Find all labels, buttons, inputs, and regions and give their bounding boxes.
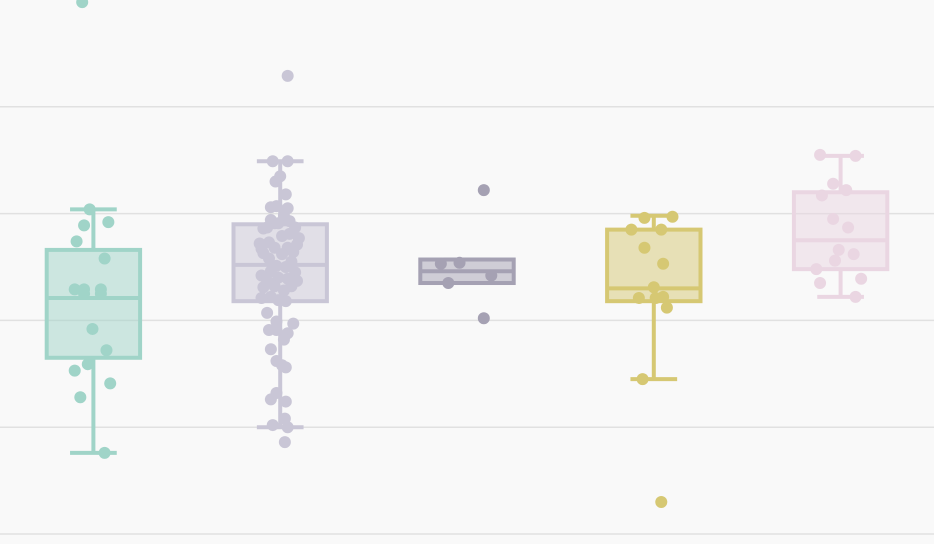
data-point — [255, 291, 268, 304]
data-point — [279, 188, 292, 201]
gridlines — [0, 106, 934, 535]
data-point — [261, 306, 274, 319]
data-point — [100, 344, 113, 357]
data-point — [83, 203, 96, 216]
data-point — [276, 230, 289, 243]
box-group — [231, 69, 329, 449]
data-point — [76, 0, 89, 9]
data-point — [94, 287, 107, 300]
data-point — [266, 419, 279, 432]
box-group — [44, 0, 143, 459]
data-point — [277, 333, 290, 346]
data-point — [815, 189, 828, 202]
box-group — [605, 210, 703, 508]
data-point — [68, 364, 81, 377]
data-point — [81, 358, 94, 371]
data-point — [98, 446, 111, 459]
data-point — [279, 261, 292, 273]
data-point — [264, 393, 277, 406]
data-point — [268, 280, 281, 293]
data-point — [86, 322, 99, 335]
data-point — [68, 283, 81, 296]
data-point — [287, 317, 300, 330]
data-point — [849, 290, 862, 303]
data-point — [70, 235, 83, 248]
box-group — [418, 184, 516, 325]
data-point — [281, 155, 294, 168]
data-point — [827, 177, 840, 190]
data-point — [847, 248, 860, 261]
data-point — [278, 436, 291, 449]
data-point — [655, 223, 668, 236]
data-point — [272, 217, 285, 230]
data-point — [827, 212, 840, 225]
data-point — [666, 210, 679, 223]
data-point — [102, 216, 115, 229]
data-point — [810, 263, 823, 276]
data-point — [277, 284, 290, 297]
plot-area — [44, 0, 890, 508]
data-point — [264, 343, 277, 356]
data-point — [632, 291, 645, 304]
data-point — [98, 252, 111, 265]
data-point — [655, 495, 668, 508]
data-point — [269, 175, 282, 188]
data-point — [814, 277, 827, 290]
data-point — [840, 184, 853, 197]
data-point — [434, 257, 447, 270]
box-iqr — [791, 190, 890, 272]
data-point — [442, 277, 455, 290]
data-point — [638, 241, 651, 254]
data-point — [287, 246, 300, 259]
data-point — [281, 69, 294, 82]
data-point — [257, 281, 270, 294]
data-point — [657, 257, 670, 270]
data-point — [270, 200, 283, 213]
data-point — [270, 315, 283, 328]
data-point — [832, 243, 845, 256]
data-point — [485, 269, 498, 282]
data-point — [625, 223, 638, 236]
data-point — [104, 377, 117, 390]
data-point — [828, 254, 841, 267]
box-group — [791, 148, 890, 303]
box-iqr — [44, 247, 143, 360]
data-point — [262, 252, 275, 265]
data-point — [638, 211, 651, 224]
data-point — [261, 221, 274, 234]
data-point — [842, 221, 855, 234]
data-point — [276, 248, 289, 261]
data-point — [660, 301, 673, 314]
data-point — [477, 312, 490, 325]
data-point — [453, 256, 466, 269]
data-point — [78, 219, 91, 232]
data-point — [74, 391, 87, 404]
data-point — [814, 148, 827, 161]
data-point — [647, 281, 660, 294]
data-point — [657, 290, 670, 303]
data-point — [855, 272, 868, 285]
data-point — [278, 412, 291, 425]
data-point — [849, 149, 862, 162]
data-point — [279, 361, 292, 374]
data-point — [272, 294, 285, 307]
data-point — [477, 184, 490, 197]
data-point — [270, 324, 283, 337]
data-point — [636, 373, 649, 386]
data-point — [279, 395, 292, 408]
data-point — [266, 155, 279, 168]
data-point — [78, 287, 91, 300]
